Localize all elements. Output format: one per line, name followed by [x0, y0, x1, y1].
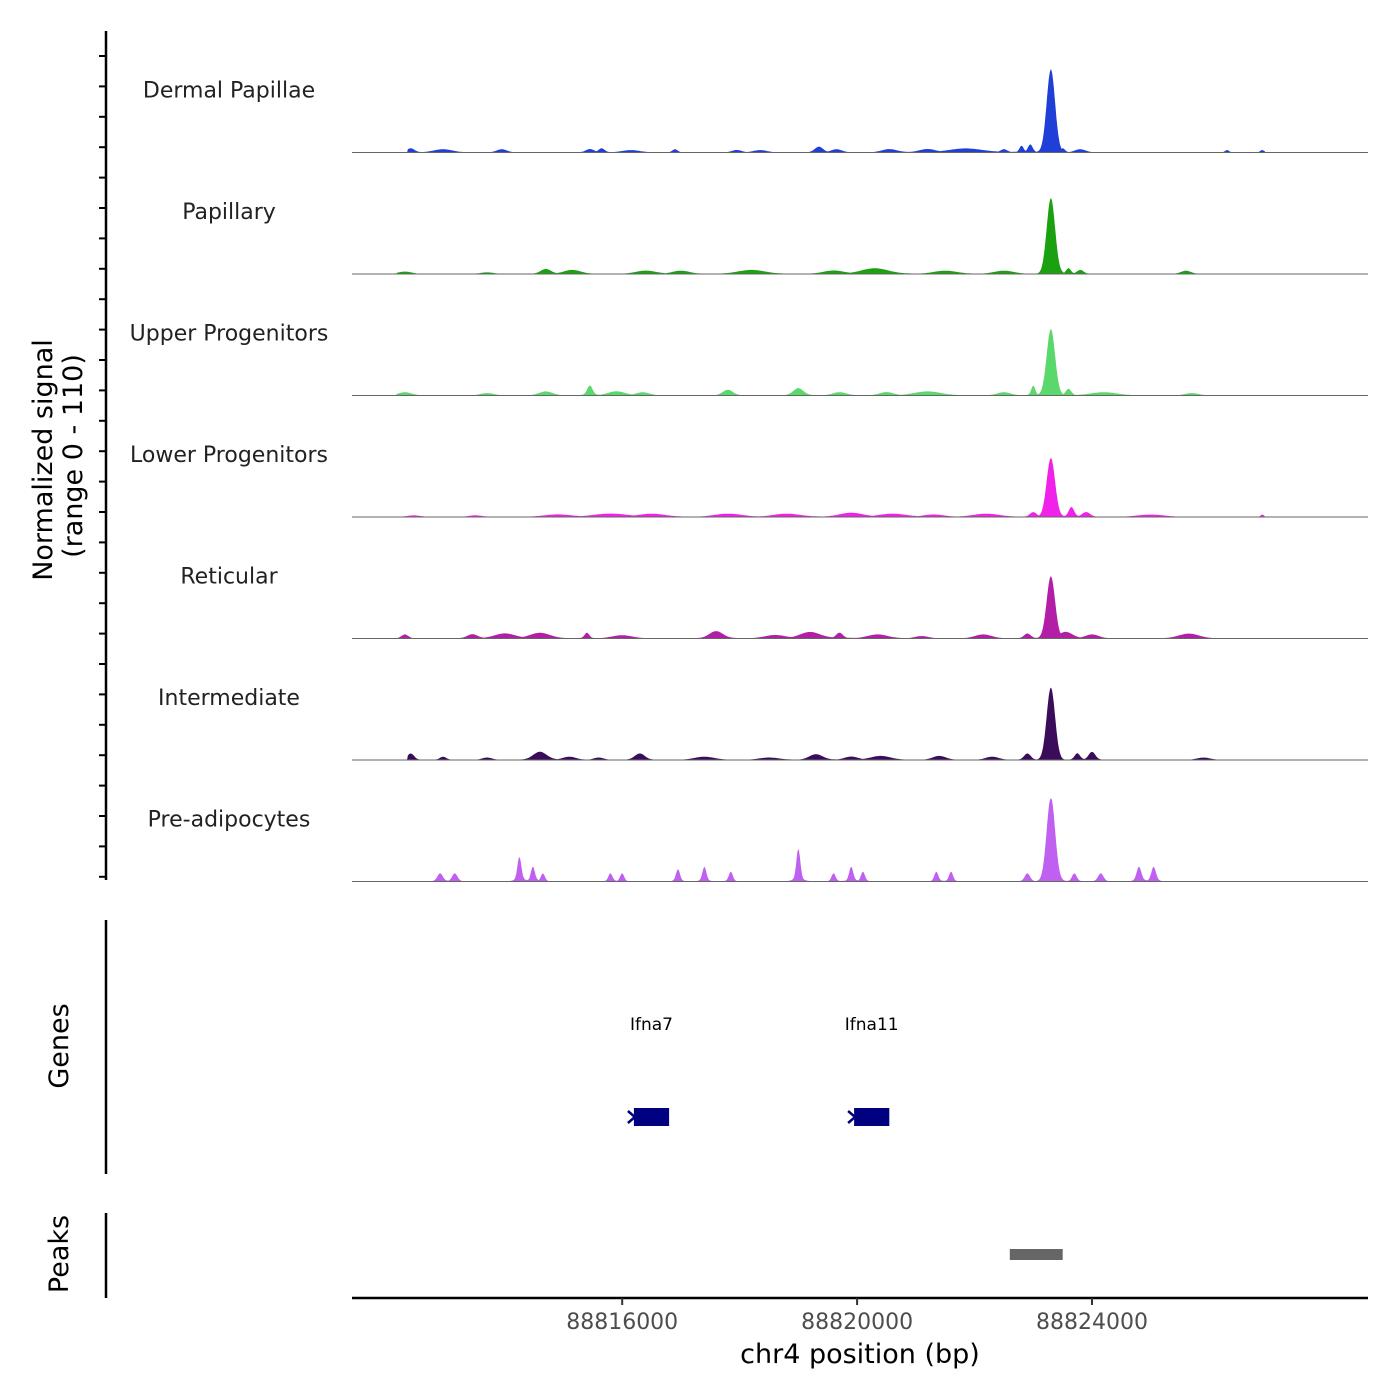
peak-bar: [1009, 1249, 1063, 1260]
track-papillary: Papillary: [182, 198, 1368, 275]
y-axis-title: Normalized signal: [28, 339, 59, 581]
x-tick-label: 88816000: [566, 1310, 678, 1335]
track-label: Intermediate: [158, 686, 300, 711]
signal-area: [352, 576, 1368, 639]
y-axis-subtitle: (range 0 - 110): [58, 354, 89, 558]
strand-arrow-icon: [847, 1110, 858, 1124]
peaks-panel-title: Peaks: [44, 1215, 75, 1293]
gene-label: Ifna11: [845, 1015, 899, 1035]
x-tick-label: 88824000: [1036, 1310, 1148, 1335]
gene-ifna11: Ifna11: [845, 1015, 899, 1126]
track-label: Pre-adipocytes: [148, 808, 311, 833]
track-label: Reticular: [180, 565, 278, 590]
genes-panel-title: Genes: [44, 1003, 75, 1088]
signal-area: [352, 458, 1368, 517]
signal-area: [352, 329, 1368, 396]
strand-arrow-icon: [627, 1110, 637, 1124]
coverage-tracks: Dermal Papillae Papillary Upper Progenitor…: [130, 69, 1368, 882]
gene-body: [633, 1108, 670, 1126]
gene-ifna7: Ifna7: [627, 1015, 673, 1126]
signal-area: [352, 198, 1368, 274]
track-reticular: Reticular: [180, 565, 1368, 639]
track-lower-progenitors: Lower Progenitors: [130, 443, 1368, 518]
track-label: Dermal Papillae: [143, 79, 315, 104]
track-label: Papillary: [182, 200, 276, 225]
gene-annotations: Ifna7 Ifna11: [627, 1015, 899, 1126]
track-dermal-papillae: Dermal Papillae: [143, 69, 1368, 153]
gene-body: [854, 1108, 890, 1126]
signal-area: [352, 687, 1368, 760]
coverage-y-ticks: [99, 55, 106, 878]
track-label: Upper Progenitors: [130, 322, 329, 347]
x-axis-title: chr4 position (bp): [740, 1339, 980, 1370]
peak-regions: [1009, 1249, 1063, 1260]
track-upper-progenitors: Upper Progenitors: [130, 322, 1368, 396]
x-axis-ticks: 88816000 88820000 88824000: [566, 1298, 1148, 1335]
signal-area: [352, 798, 1368, 882]
gene-label: Ifna7: [630, 1015, 673, 1035]
track-label: Lower Progenitors: [130, 443, 328, 468]
track-intermediate: Intermediate: [158, 686, 1368, 761]
signal-area: [352, 69, 1368, 153]
track-pre-adipocytes: Pre-adipocytes: [148, 798, 1368, 882]
x-tick-label: 88820000: [801, 1310, 913, 1335]
